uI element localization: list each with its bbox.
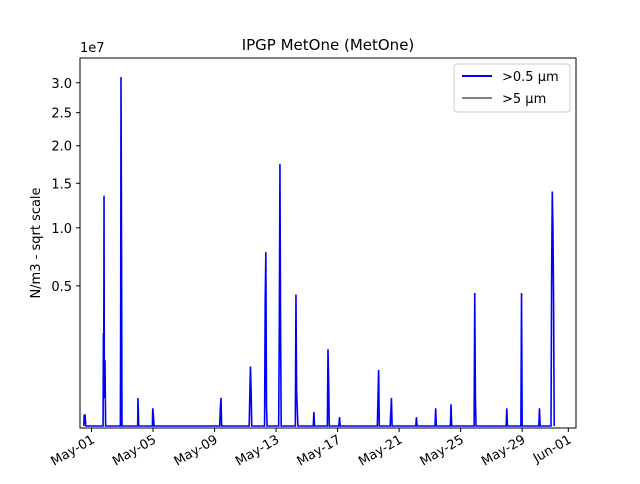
chart-title: IPGP MetOne (MetOne) (242, 36, 415, 54)
y-tick-label: 2.0 (51, 140, 72, 155)
y-tick-label: 3.0 (51, 77, 72, 92)
y-tick-label: 0.5 (51, 280, 72, 295)
legend: >0.5 µm >5 µm (453, 63, 571, 113)
plot-area (83, 77, 556, 427)
y-axis-multiplier: 1e7 (80, 41, 105, 56)
y-tick-label: 2.5 (51, 107, 72, 122)
legend-label-series-1: >5 µm (502, 92, 546, 107)
y-tick-label: 1.0 (51, 222, 72, 237)
legend-label-series-0: >0.5 µm (502, 70, 559, 85)
y-axis-label: N/m3 - sqrt scale (29, 187, 44, 298)
axes-frame (79, 57, 577, 429)
y-tick-label: 1.5 (51, 177, 72, 192)
series-line-0 (83, 77, 556, 427)
y-axis: 0.5 1.0 1.5 2.0 2.5 3.0 (51, 77, 80, 295)
